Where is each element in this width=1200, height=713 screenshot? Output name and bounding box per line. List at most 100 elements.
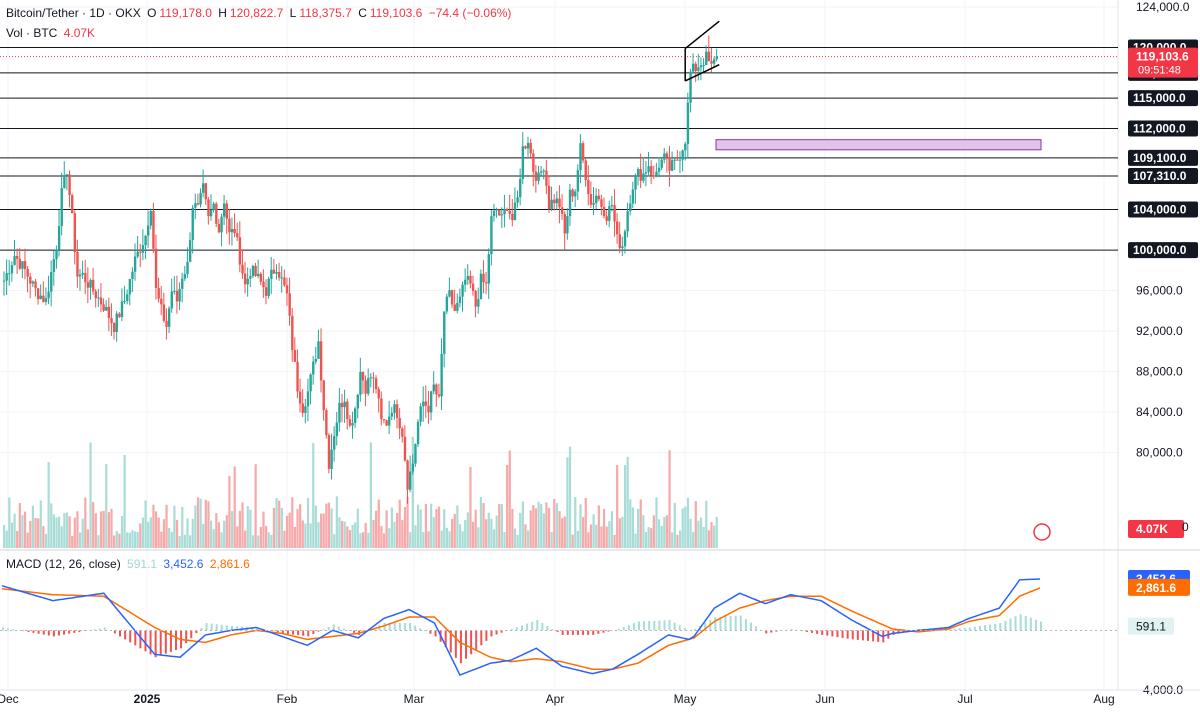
- candle: [108, 307, 110, 318]
- y-tick-label: 96,000.0: [1136, 284, 1183, 298]
- candle: [37, 288, 39, 299]
- macd-hist-bar: [826, 630, 828, 635]
- volume-bar: [689, 519, 691, 548]
- volume-bar: [281, 508, 283, 548]
- candle: [8, 273, 10, 274]
- volume-bar: [273, 508, 275, 548]
- volume-bar: [147, 522, 149, 548]
- macd-hist-bar: [648, 621, 650, 630]
- candle: [315, 359, 317, 362]
- volume-bar: [532, 505, 534, 548]
- volume-bar: [370, 442, 372, 548]
- macd-hist-bar: [221, 625, 223, 631]
- volume-bar: [441, 531, 443, 548]
- candle: [147, 225, 149, 235]
- volume-bar: [66, 513, 68, 548]
- volume-label[interactable]: Vol · BTC: [6, 26, 57, 40]
- volume-bar: [84, 498, 86, 548]
- candle: [283, 278, 285, 286]
- volume-bar: [213, 529, 215, 548]
- candle: [537, 173, 539, 181]
- volume-bar: [627, 457, 629, 548]
- candle: [45, 298, 47, 302]
- low-value: 118,375.7: [299, 6, 352, 20]
- volume-bar: [79, 532, 81, 548]
- volume-bar: [393, 522, 395, 548]
- volume-bar: [173, 506, 175, 548]
- level-tag-label: 100,000.0: [1133, 243, 1187, 257]
- candle: [464, 280, 466, 285]
- volume-bar: [608, 521, 610, 548]
- macd-label[interactable]: MACD (12, 26, close): [6, 557, 121, 571]
- volume-bar: [590, 524, 592, 548]
- macd-hist-bar: [572, 630, 574, 634]
- macd-hist-bar: [745, 619, 747, 630]
- volume-bar: [430, 504, 432, 548]
- macd-hist-bar: [190, 630, 192, 638]
- volume-bar: [171, 532, 173, 548]
- volume-bar: [262, 512, 264, 548]
- candle: [176, 291, 178, 302]
- symbol-title[interactable]: Bitcoin/Tether · 1D · OKX: [6, 6, 141, 20]
- macd-hist-bar: [12, 629, 14, 630]
- candle: [11, 265, 13, 273]
- volume-bar: [427, 531, 429, 548]
- volume-bar: [50, 503, 52, 548]
- hist-value-tag-label: 591.1: [1136, 620, 1166, 634]
- resistance-zone: [716, 140, 1041, 150]
- candle: [252, 266, 254, 276]
- candle: [524, 146, 526, 148]
- candle: [608, 206, 610, 221]
- candle: [192, 208, 194, 240]
- volume-bar: [637, 509, 639, 548]
- candle: [244, 274, 246, 285]
- volume-bar: [48, 462, 50, 548]
- candle: [626, 211, 628, 231]
- candle: [404, 437, 406, 461]
- macd-hist-bar: [144, 630, 146, 651]
- candle: [320, 341, 322, 380]
- volume-bar: [289, 513, 291, 548]
- volume-bar: [226, 515, 228, 548]
- candle: [477, 299, 479, 306]
- volume-bar: [488, 513, 490, 548]
- macd-hist-bar: [27, 630, 29, 631]
- macd-hist-bar: [414, 626, 416, 631]
- volume-bar: [653, 515, 655, 548]
- candle: [346, 402, 348, 420]
- candle: [323, 380, 325, 410]
- countdown-label: 09:51:48: [1138, 65, 1181, 77]
- macd-hist-bar: [857, 630, 859, 639]
- volume-bar: [705, 501, 707, 548]
- candle: [459, 297, 461, 303]
- volume-bar: [558, 511, 560, 548]
- candle: [307, 391, 309, 406]
- candle: [472, 284, 474, 291]
- volume-bar: [265, 526, 267, 548]
- volume-bar: [331, 509, 333, 548]
- candle: [705, 52, 707, 65]
- volume-bar: [464, 520, 466, 548]
- candle: [417, 422, 419, 445]
- volume-bar: [517, 535, 519, 548]
- volume-bars: [3, 437, 718, 548]
- candle: [286, 285, 288, 293]
- macd-hist-bar: [567, 630, 569, 634]
- volume-bar: [582, 517, 584, 548]
- macd-hist-bar: [679, 625, 681, 630]
- candle: [273, 270, 275, 274]
- volume-bar: [121, 516, 123, 548]
- volume-bar: [433, 517, 435, 548]
- candle: [181, 279, 183, 289]
- volume-bar: [131, 530, 133, 548]
- volume-bar: [87, 529, 89, 548]
- macd-hist-bar: [43, 630, 45, 634]
- candle: [642, 174, 644, 181]
- candle: [564, 214, 566, 234]
- candle: [113, 323, 115, 332]
- volume-bar: [95, 513, 97, 548]
- candle: [24, 261, 26, 269]
- candle: [152, 211, 154, 249]
